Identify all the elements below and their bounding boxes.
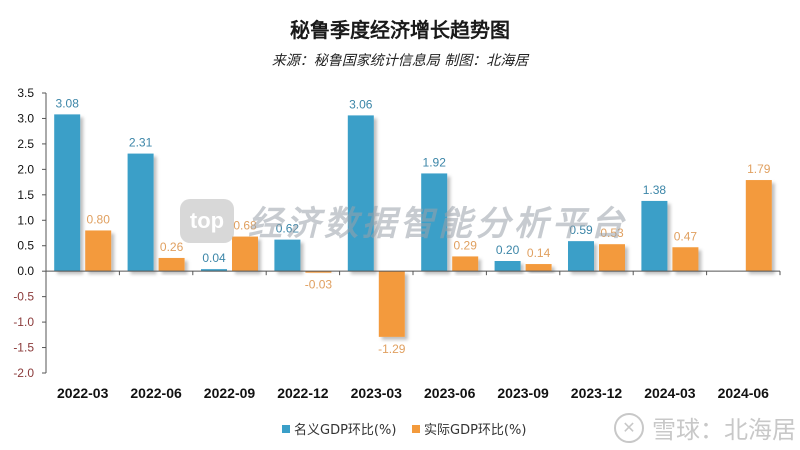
y-tick-label: 0.0 bbox=[17, 264, 34, 278]
watermark-corner: ✕ 雪球：北海居 bbox=[614, 410, 796, 445]
x-axis: 2022-03 2022-06 2022-09 2022-12 2023-03 2023-… bbox=[46, 270, 781, 401]
data-label: 2.31 bbox=[129, 136, 153, 150]
bar-real bbox=[452, 256, 479, 272]
y-tick-label: 3.0 bbox=[17, 111, 34, 125]
bar-real bbox=[745, 180, 772, 272]
bar-real bbox=[599, 244, 625, 272]
data-label: -1.29 bbox=[378, 342, 406, 356]
data-label: 0.59 bbox=[569, 223, 593, 237]
bar-nominal bbox=[568, 241, 594, 272]
data-label: 0.26 bbox=[160, 240, 184, 254]
data-label: -0.03 bbox=[305, 278, 333, 292]
x-tick-label: 2022-06 bbox=[130, 385, 182, 401]
chart-title: 秘鲁季度经济增长趋势图 bbox=[290, 18, 510, 42]
data-label: 0.29 bbox=[454, 238, 478, 252]
y-tick-label: -1.0 bbox=[13, 315, 34, 329]
bar-real bbox=[305, 271, 332, 273]
chart-subtitle: 来源：秘鲁国家统计信息局 制图：北海居 bbox=[271, 53, 529, 69]
x-tick-label: 2023-09 bbox=[497, 385, 549, 401]
bar-real bbox=[232, 236, 258, 272]
y-tick-label: 2.5 bbox=[17, 137, 34, 151]
y-tick-label: 1.5 bbox=[17, 188, 34, 202]
y-tick-label: 3.5 bbox=[17, 86, 34, 100]
bar-real bbox=[158, 257, 185, 272]
legend-swatch-real bbox=[412, 424, 420, 433]
bar-nominal bbox=[127, 153, 154, 272]
y-tick-label: 2.0 bbox=[17, 162, 34, 176]
legend-swatch-nominal bbox=[282, 424, 290, 433]
data-label: 0.14 bbox=[527, 246, 551, 260]
x-tick-label: 2024-03 bbox=[644, 385, 696, 401]
x-tick-label: 2024-06 bbox=[718, 385, 770, 401]
data-label: 3.08 bbox=[56, 96, 80, 110]
bar-nominal bbox=[54, 114, 81, 272]
data-label: 0.47 bbox=[674, 229, 698, 243]
bar-nominal bbox=[201, 269, 227, 272]
bar-real bbox=[85, 230, 112, 272]
x-tick-label: 2022-09 bbox=[204, 385, 256, 401]
y-tick-label: -2.0 bbox=[13, 366, 34, 380]
x-tick-label: 2023-06 bbox=[424, 385, 476, 401]
data-label: 0.68 bbox=[233, 219, 257, 233]
snowball-logo-icon: ✕ bbox=[614, 412, 644, 443]
data-label: 3.06 bbox=[349, 97, 373, 111]
bar-nominal bbox=[641, 200, 668, 272]
x-tick-label: 2023-12 bbox=[571, 385, 623, 401]
y-tick-label: 1.0 bbox=[17, 213, 34, 227]
x-tick-label: 2022-12 bbox=[277, 385, 329, 401]
bar-nominal bbox=[421, 173, 448, 272]
data-label: 0.04 bbox=[202, 251, 226, 265]
bar-nominal bbox=[274, 239, 301, 272]
legend-label-nominal: 名义GDP环比(%) bbox=[294, 423, 397, 438]
x-tick-label: 2022-03 bbox=[57, 385, 109, 401]
data-label: 0.20 bbox=[496, 243, 520, 257]
data-label: 1.38 bbox=[643, 183, 667, 197]
legend-label-real: 实际GDP环比(%) bbox=[424, 423, 527, 438]
y-tick-label: -0.5 bbox=[13, 290, 34, 304]
data-label: 0.62 bbox=[276, 222, 300, 236]
x-tick-label: 2023-03 bbox=[351, 385, 403, 401]
data-label: 1.92 bbox=[423, 155, 447, 169]
bar-real bbox=[672, 247, 699, 272]
bar-real bbox=[525, 264, 552, 272]
data-label: 1.79 bbox=[747, 162, 771, 176]
bar-nominal bbox=[494, 261, 521, 272]
y-tick-label: 0.5 bbox=[17, 239, 34, 253]
data-label: 0.53 bbox=[600, 226, 624, 240]
watermark-corner-text: 雪球：北海居 bbox=[652, 416, 796, 444]
legend-item-nominal: 名义GDP环比(%) bbox=[282, 419, 396, 438]
data-label: 0.80 bbox=[87, 212, 111, 226]
y-axis: 3.5 3.0 2.5 2.0 1.5 1.0 0.5 0.0 -0.5 -1.0 -1.5 -2.0 bbox=[13, 86, 47, 380]
bar-nominal bbox=[347, 115, 374, 272]
bars: 3.08 2.31 0.04 0.62 3.06 1.92 0.20 0.59 1.38 0.80… bbox=[54, 96, 772, 356]
bar-real bbox=[378, 271, 405, 337]
legend-item-real: 实际GDP环比(%) bbox=[412, 419, 526, 438]
y-tick-label: -1.5 bbox=[13, 341, 34, 355]
